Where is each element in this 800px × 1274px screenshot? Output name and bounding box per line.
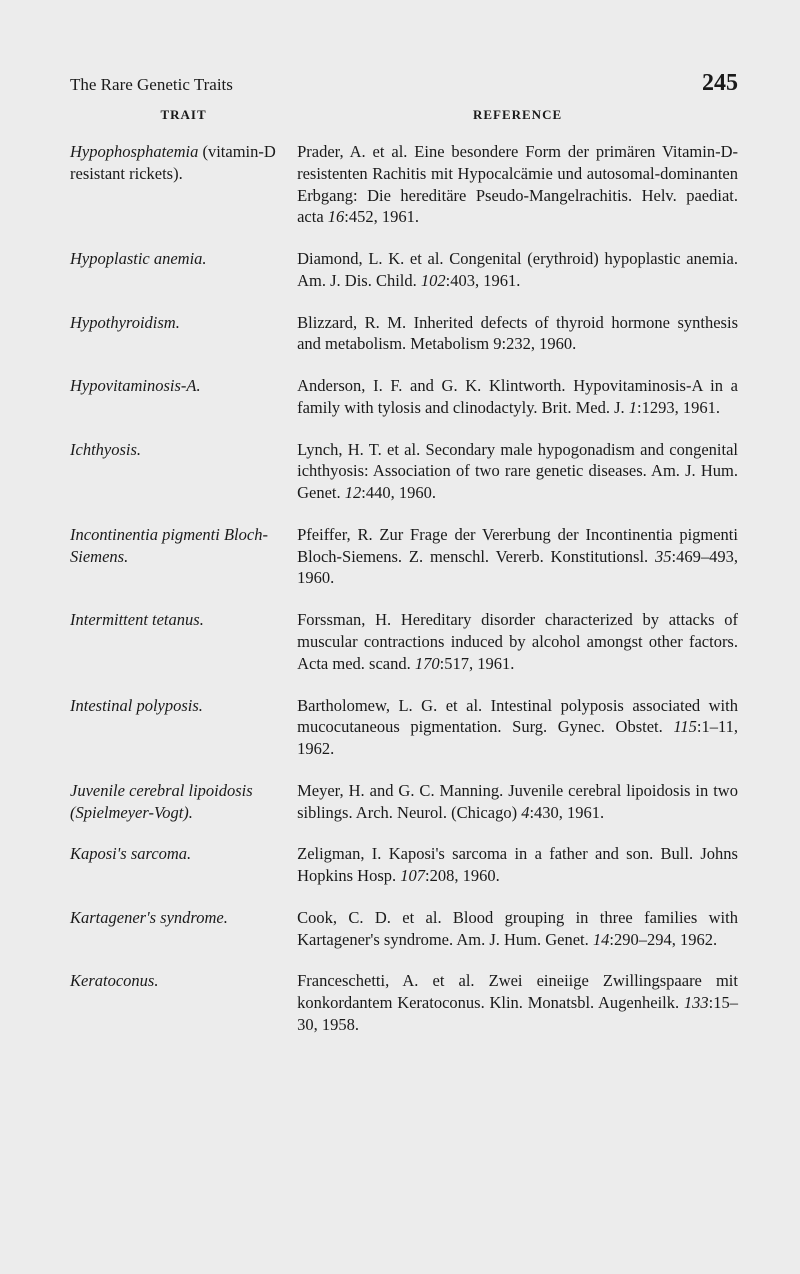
reference-cell: Forssman, H. Hereditary disorder charact… [297,609,738,674]
reference-cell: Pfeiffer, R. Zur Frage der Vererbung der… [297,524,738,589]
trait-cell: Intermittent tetanus. [70,609,297,674]
page-header: The Rare Genetic Traits 245 [70,70,738,97]
entry-row: Ichthyosis.Lynch, H. T. et al. Secondary… [70,439,738,504]
trait-cell: Kartagener's syndrome. [70,907,297,951]
reference-cell: Diamond, L. K. et al. Congenital (erythr… [297,248,738,292]
trait-cell: Hypophosphatemia (vitamin-D resistant ri… [70,141,297,228]
column-headers: TRAIT REFERENCE [70,107,738,123]
trait-cell: Hypothyroidism. [70,312,297,356]
entry-row: Keratoconus.Franceschetti, A. et al. Zwe… [70,970,738,1035]
trait-cell: Juvenile cerebral lipoidosis (Spielmeyer… [70,780,297,824]
entries-list: Hypophosphatemia (vitamin-D resistant ri… [70,141,738,1036]
reference-cell: Cook, C. D. et al. Blood grouping in thr… [297,907,738,951]
entry-row: Incontinentia pigmenti Bloch-Siemens.Pfe… [70,524,738,589]
trait-cell: Intestinal polyposis. [70,695,297,760]
trait-cell: Hypovitaminosis-A. [70,375,297,419]
entry-row: Hypovitaminosis-A.Anderson, I. F. and G.… [70,375,738,419]
reference-cell: Bartholomew, L. G. et al. Intestinal pol… [297,695,738,760]
reference-cell: Anderson, I. F. and G. K. Klintworth. Hy… [297,375,738,419]
reference-cell: Meyer, H. and G. C. Manning. Juvenile ce… [297,780,738,824]
entry-row: Hypophosphatemia (vitamin-D resistant ri… [70,141,738,228]
entry-row: Intestinal polyposis.Bartholomew, L. G. … [70,695,738,760]
reference-column-header: REFERENCE [297,107,738,123]
reference-cell: Franceschetti, A. et al. Zwei eineiige Z… [297,970,738,1035]
entry-row: Juvenile cerebral lipoidosis (Spielmeyer… [70,780,738,824]
trait-cell: Keratoconus. [70,970,297,1035]
running-head: The Rare Genetic Traits [70,75,233,95]
reference-cell: Zeligman, I. Kaposi's sarcoma in a fathe… [297,843,738,887]
entry-row: Hypothyroidism.Blizzard, R. M. Inherited… [70,312,738,356]
entry-row: Hypoplastic anemia.Diamond, L. K. et al.… [70,248,738,292]
reference-cell: Blizzard, R. M. Inherited defects of thy… [297,312,738,356]
entry-row: Kartagener's syndrome.Cook, C. D. et al.… [70,907,738,951]
trait-cell: Incontinentia pigmenti Bloch-Siemens. [70,524,297,589]
page-number: 245 [702,70,738,97]
entry-row: Intermittent tetanus.Forssman, H. Heredi… [70,609,738,674]
trait-cell: Ichthyosis. [70,439,297,504]
trait-column-header: TRAIT [70,107,297,123]
reference-cell: Prader, A. et al. Eine besondere Form de… [297,141,738,228]
entry-row: Kaposi's sarcoma.Zeligman, I. Kaposi's s… [70,843,738,887]
trait-cell: Hypoplastic anemia. [70,248,297,292]
reference-cell: Lynch, H. T. et al. Secondary male hypog… [297,439,738,504]
trait-cell: Kaposi's sarcoma. [70,843,297,887]
